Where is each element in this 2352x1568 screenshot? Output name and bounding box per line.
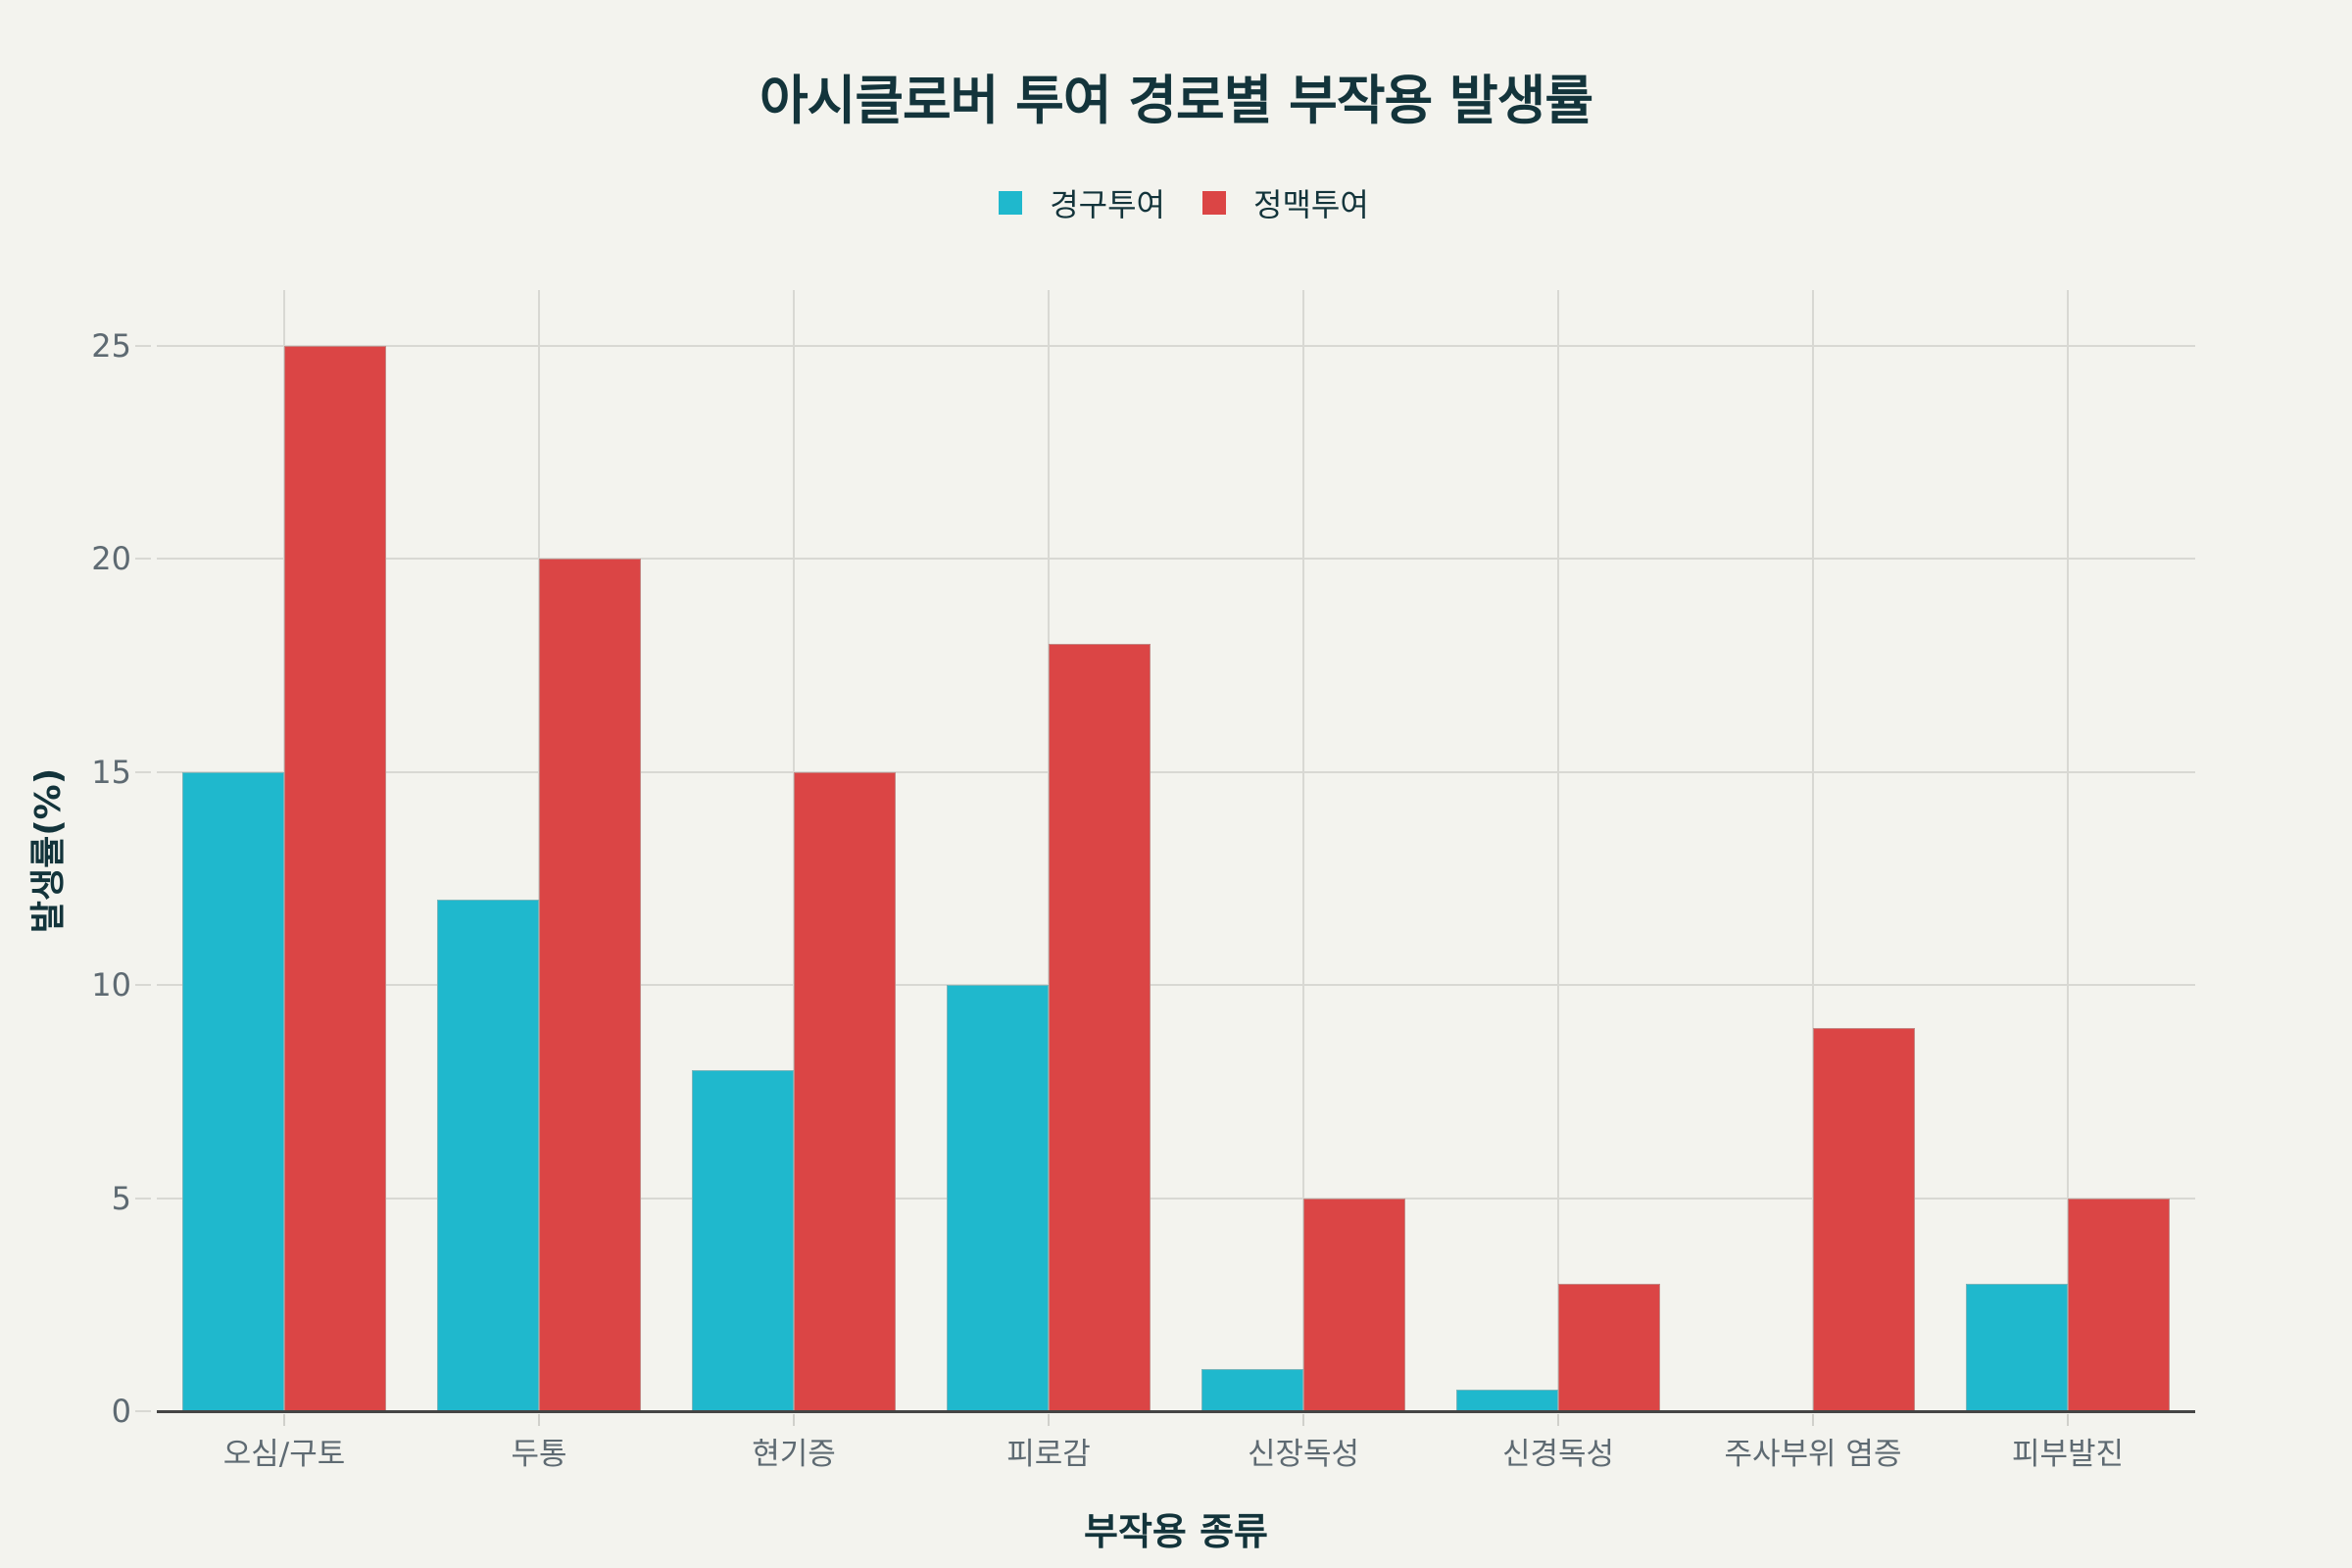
y-tick-mark — [135, 770, 151, 773]
bar-iv[interactable] — [284, 346, 386, 1411]
gridline-vertical — [2067, 290, 2069, 1411]
x-tick-mark — [1812, 1414, 1814, 1426]
bar-iv[interactable] — [1813, 1027, 1915, 1411]
gridline-horizontal — [157, 770, 2195, 773]
bar-oral[interactable] — [947, 985, 1049, 1411]
bar-oral[interactable] — [1201, 1368, 1303, 1411]
bar-oral[interactable] — [1456, 1390, 1558, 1411]
x-tick-label: 현기증 — [752, 1437, 836, 1472]
x-tick-label: 신장독성 — [1247, 1437, 1360, 1472]
bar-oral[interactable] — [437, 900, 539, 1411]
bar-iv[interactable] — [1558, 1283, 1660, 1411]
bar-iv[interactable] — [2068, 1198, 2170, 1411]
y-tick-mark — [135, 984, 151, 987]
legend-label: 경구투여 — [1050, 186, 1165, 223]
x-axis-title: 부작용 종류 — [1083, 1510, 1269, 1553]
legend-item[interactable]: 정맥투여 — [1202, 180, 1369, 225]
y-tick-label: 25 — [91, 327, 131, 365]
x-tick-mark — [538, 1414, 540, 1426]
y-axis-title: 발생률(%) — [28, 767, 69, 934]
x-tick-label: 신경독성 — [1501, 1437, 1615, 1472]
y-tick-label: 0 — [111, 1393, 131, 1430]
y-tick-mark — [135, 1197, 151, 1200]
y-tick-label: 5 — [111, 1179, 131, 1217]
gridline-vertical — [1812, 290, 1814, 1411]
y-tick-mark — [135, 345, 151, 347]
x-tick-mark — [1048, 1414, 1050, 1426]
bar-iv[interactable] — [539, 559, 641, 1411]
x-tick-mark — [1557, 1414, 1559, 1426]
gridline-horizontal — [157, 984, 2195, 987]
legend: 경구투여 정맥투여 — [8, 180, 2352, 225]
y-tick-label: 10 — [91, 966, 131, 1004]
gridline-horizontal — [157, 1197, 2195, 1200]
bar-oral[interactable] — [692, 1070, 794, 1411]
bar-iv[interactable] — [794, 771, 896, 1411]
y-tick-label: 15 — [91, 753, 131, 791]
plot-area: 0 5 10 15 20 25 오심/구토 두통 현기증 피로감 신장독성 신경독성 주사부위 염증 피부… — [91, 290, 2195, 1472]
x-tick-mark — [2067, 1414, 2069, 1426]
y-tick-mark — [135, 1410, 151, 1412]
gridline-horizontal — [157, 345, 2195, 347]
bar-oral[interactable] — [1966, 1283, 2068, 1411]
x-tick-label: 두통 — [511, 1437, 567, 1472]
x-tick-mark — [793, 1414, 795, 1426]
chart-title: 아시클로버 투여 경로별 부작용 발생률 — [759, 70, 1593, 131]
x-tick-mark — [1302, 1414, 1304, 1426]
gridline-vertical — [1302, 290, 1304, 1411]
bar-oral[interactable] — [182, 771, 284, 1411]
legend-swatch-icon — [999, 191, 1023, 215]
legend-swatch-icon — [1202, 191, 1226, 215]
legend-item[interactable]: 경구투여 — [999, 180, 1165, 225]
gridline-vertical — [1557, 290, 1559, 1411]
y-tick-mark — [135, 558, 151, 561]
x-tick-label: 오심/구토 — [222, 1437, 346, 1472]
x-tick-label: 피부발진 — [2011, 1437, 2125, 1472]
x-tick-label: 피로감 — [1006, 1437, 1091, 1472]
y-tick-label: 20 — [91, 540, 131, 578]
bar-iv[interactable] — [1303, 1198, 1405, 1411]
legend-label: 정맥투여 — [1253, 186, 1369, 223]
x-tick-label: 주사부위 염증 — [1724, 1437, 1902, 1472]
bar-iv[interactable] — [1049, 644, 1151, 1411]
gridline-horizontal — [157, 558, 2195, 561]
x-tick-mark — [283, 1414, 285, 1426]
x-axis-line — [157, 1410, 2195, 1413]
